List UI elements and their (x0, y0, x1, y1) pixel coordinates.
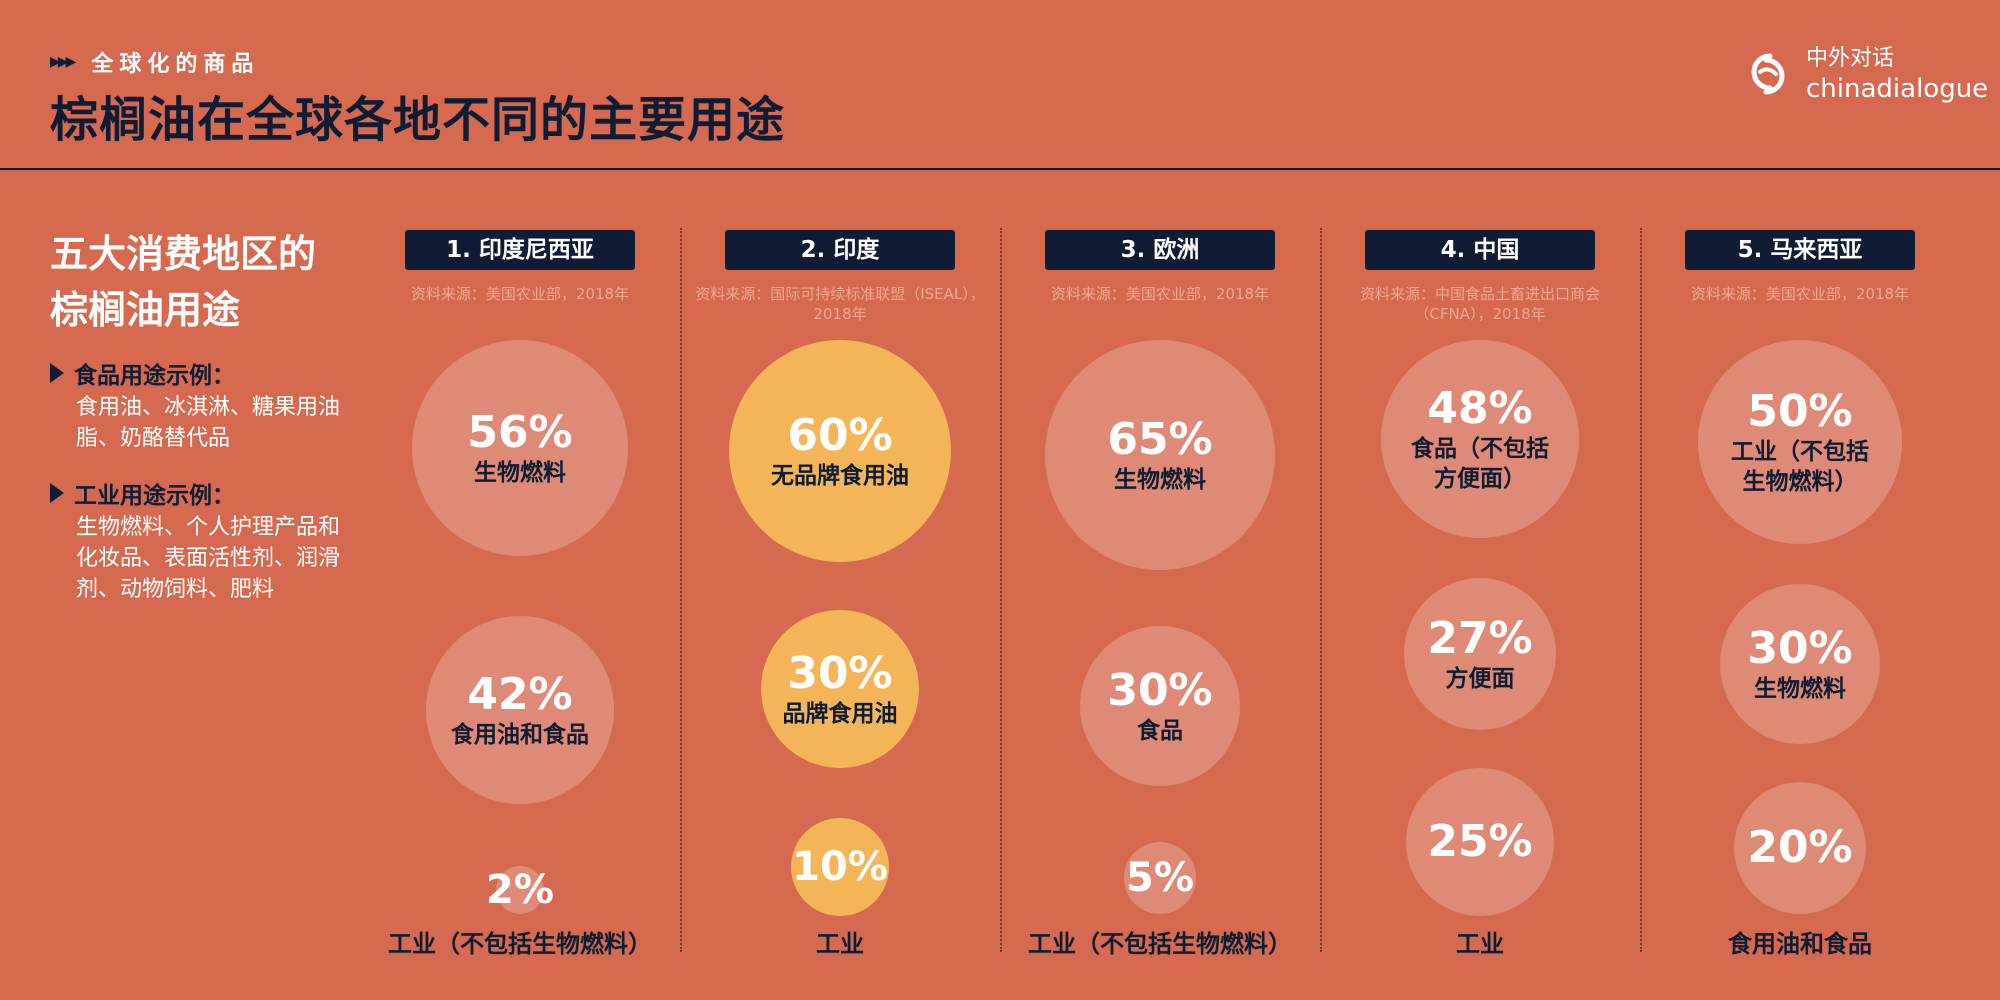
usage-percent: 60% (787, 410, 893, 461)
usage-bubble: 20% (1734, 782, 1866, 914)
usage-percent: 56% (467, 407, 573, 458)
usage-bubble: 5% (1124, 842, 1196, 914)
region-heading: 1. 印度尼西亚 (405, 230, 635, 270)
usage-label: 品牌食用油 (782, 701, 898, 727)
region-column-china: 4. 中国 资料来源：中国食品土畜进出口商会（CFNA），2018年 48% 食… (1320, 0, 1640, 1000)
usage-label: 生物燃料 (1114, 467, 1206, 493)
usage-label: 生物燃料 (1754, 676, 1846, 702)
usage-percent: 30% (1747, 623, 1853, 674)
sidebar-title-line1: 五大消费地区的 (50, 232, 317, 276)
page-title: 棕榈油在全球各地不同的主要用途 (50, 92, 786, 148)
usage-percent: 20% (1747, 822, 1853, 873)
usage-label: 食品 (1137, 718, 1183, 744)
usage-bubble: 56% 生物燃料 (412, 340, 628, 556)
column-separator (1320, 228, 1322, 952)
usage-label: 工业（不包括生物燃料） (1731, 439, 1869, 495)
header-kicker: ▶▶▶ 全球化的商品 (50, 46, 259, 78)
industry-heading: 工业用途示例： (74, 483, 235, 509)
food-body: 食用油、冰淇淋、糖果用油脂、奶酪替代品 (76, 395, 341, 451)
usage-bubble: 25% (1406, 768, 1554, 916)
bottom-usage-label: 工业（不包括生物燃料） (1028, 930, 1292, 958)
usage-bubble: 27% 方便面 (1404, 578, 1556, 730)
food-heading: 食品用途示例： (74, 363, 235, 389)
usage-label: 食品（不包括方便面） (1411, 436, 1549, 492)
usage-label: 生物燃料 (474, 460, 566, 486)
region-column-india: 2. 印度 资料来源：国际可持续标准联盟（ISEAL），2018年 60% 无品… (680, 0, 1000, 1000)
header-divider (0, 168, 2000, 170)
region-source: 资料来源：美国农业部，2018年 (410, 285, 630, 303)
kicker-text: 全球化的商品 (91, 52, 260, 77)
usage-label: 无品牌食用油 (771, 463, 909, 489)
region-heading: 4. 中国 (1365, 230, 1595, 270)
usage-percent: 65% (1107, 414, 1213, 465)
usage-bubble: 2% (486, 866, 554, 914)
logo-en: chinadialogue (1806, 74, 1989, 104)
industry-examples: 工业用途示例： 生物燃料、个人护理产品和化妆品、表面活性剂、润滑剂、动物饲料、肥… (50, 476, 350, 605)
logo: 中外对话 chinadialogue (1740, 44, 1988, 104)
usage-percent: 5% (1126, 855, 1194, 901)
sidebar-title: 五大消费地区的 棕榈油用途 (50, 226, 350, 338)
bottom-usage-label: 工业 (816, 930, 864, 958)
usage-percent: 10% (792, 844, 888, 890)
usage-bubble: 65% 生物燃料 (1045, 340, 1275, 570)
sidebar-title-line2: 棕榈油用途 (50, 288, 241, 332)
region-heading: 2. 印度 (725, 230, 955, 270)
usage-bubble: 30% 生物燃料 (1720, 584, 1880, 744)
usage-label: 方便面 (1445, 666, 1515, 692)
region-heading: 5. 马来西亚 (1685, 230, 1915, 270)
usage-percent: 27% (1427, 613, 1533, 664)
industry-body: 生物燃料、个人护理产品和化妆品、表面活性剂、润滑剂、动物饲料、肥料 (76, 515, 341, 602)
usage-percent: 48% (1427, 383, 1533, 434)
usage-bubble: 50% 工业（不包括生物燃料） (1698, 340, 1902, 544)
column-separator (1000, 228, 1002, 952)
region-heading: 3. 欧洲 (1045, 230, 1275, 270)
usage-percent: 2% (486, 867, 554, 913)
region-source: 资料来源：中国食品土畜进出口商会（CFNA），2018年 (1359, 285, 1600, 323)
usage-bubble: 48% 食品（不包括方便面） (1381, 340, 1579, 538)
food-examples: 食品用途示例： 食用油、冰淇淋、糖果用油脂、奶酪替代品 (50, 356, 350, 454)
usage-bubble: 30% 食品 (1080, 626, 1240, 786)
usage-label: 食用油和食品 (451, 722, 589, 748)
bottom-usage-label: 工业（不包括生物燃料） (388, 930, 652, 958)
usage-bubble: 10% (791, 818, 889, 916)
logo-cn: 中外对话 (1806, 46, 1895, 71)
region-column-malaysia: 5. 马来西亚 资料来源：美国农业部，2018年 50% 工业（不包括生物燃料）… (1640, 0, 1960, 1000)
triangle-bullet-icon (50, 483, 64, 503)
chinadialogue-logo-icon (1751, 53, 1785, 95)
column-separator (680, 228, 682, 952)
usage-percent: 25% (1427, 816, 1533, 867)
usage-percent: 50% (1747, 386, 1853, 437)
triangle-bullet-icon (50, 363, 64, 383)
bottom-usage-label: 工业 (1456, 930, 1504, 958)
region-source: 资料来源：美国农业部，2018年 (1690, 285, 1910, 303)
usage-percent: 42% (467, 669, 573, 720)
column-separator (1640, 228, 1642, 952)
region-column-indonesia: 1. 印度尼西亚 资料来源：美国农业部，2018年 56% 生物燃料 42% 食… (360, 0, 680, 1000)
usage-bubble: 30% 品牌食用油 (761, 610, 919, 768)
region-source: 资料来源：国际可持续标准联盟（ISEAL），2018年 (695, 285, 985, 323)
triple-arrow-icon: ▶▶▶ (50, 54, 76, 70)
usage-bubble: 42% 食用油和食品 (426, 616, 614, 804)
bottom-usage-label: 食用油和食品 (1728, 930, 1872, 958)
usage-bubble: 60% 无品牌食用油 (729, 340, 951, 562)
region-source: 资料来源：美国农业部，2018年 (1050, 285, 1270, 303)
region-column-europe: 3. 欧洲 资料来源：美国农业部，2018年 65% 生物燃料 30% 食品 5… (1000, 0, 1320, 1000)
usage-percent: 30% (1107, 665, 1213, 716)
usage-percent: 30% (787, 648, 893, 699)
